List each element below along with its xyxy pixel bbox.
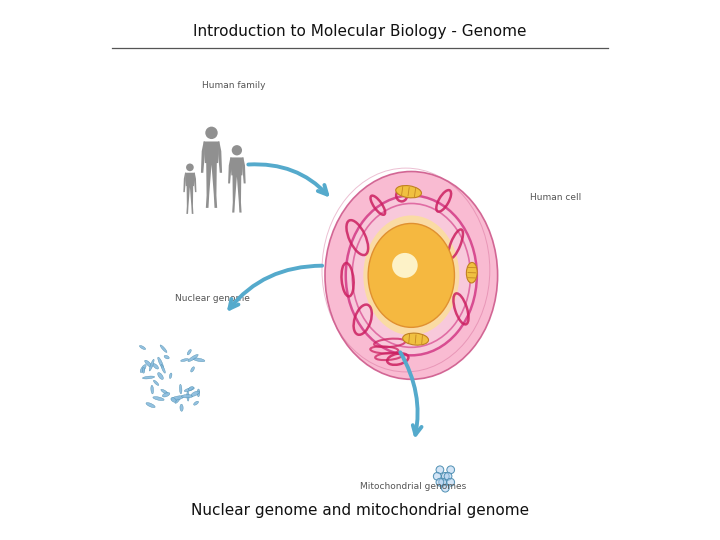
Ellipse shape	[153, 396, 164, 401]
Polygon shape	[228, 158, 231, 184]
Ellipse shape	[161, 364, 166, 373]
Ellipse shape	[325, 172, 498, 379]
Ellipse shape	[402, 333, 428, 345]
Ellipse shape	[364, 215, 459, 335]
Text: Introduction to Molecular Biology - Genome: Introduction to Molecular Biology - Geno…	[193, 24, 527, 39]
Circle shape	[441, 472, 449, 480]
Ellipse shape	[396, 186, 421, 198]
Ellipse shape	[191, 367, 194, 372]
Polygon shape	[201, 141, 205, 173]
Circle shape	[433, 472, 441, 480]
Circle shape	[436, 466, 444, 474]
Text: Mitochondrial genomes: Mitochondrial genomes	[360, 482, 467, 491]
Ellipse shape	[146, 403, 155, 408]
Ellipse shape	[153, 363, 158, 369]
Ellipse shape	[194, 401, 199, 405]
Ellipse shape	[184, 387, 194, 392]
Ellipse shape	[171, 396, 184, 400]
Ellipse shape	[142, 367, 145, 373]
Circle shape	[205, 126, 217, 139]
Ellipse shape	[175, 396, 181, 403]
FancyArrowPatch shape	[400, 352, 421, 435]
Ellipse shape	[189, 387, 194, 390]
Ellipse shape	[171, 397, 176, 402]
Ellipse shape	[160, 345, 167, 353]
FancyArrowPatch shape	[248, 164, 327, 194]
Ellipse shape	[162, 393, 170, 397]
Polygon shape	[184, 173, 186, 192]
Circle shape	[444, 472, 452, 480]
Ellipse shape	[368, 224, 454, 327]
Circle shape	[186, 164, 194, 171]
Ellipse shape	[187, 349, 192, 355]
Ellipse shape	[140, 346, 145, 349]
Ellipse shape	[158, 357, 163, 368]
Ellipse shape	[467, 262, 477, 283]
Ellipse shape	[161, 389, 168, 394]
Circle shape	[439, 478, 446, 486]
Ellipse shape	[181, 395, 193, 398]
Text: Human cell: Human cell	[530, 193, 581, 201]
Polygon shape	[243, 158, 246, 184]
Circle shape	[447, 478, 454, 486]
Ellipse shape	[392, 253, 418, 278]
Ellipse shape	[186, 391, 189, 401]
Ellipse shape	[140, 364, 146, 373]
Ellipse shape	[179, 384, 182, 394]
Text: Nuclear genome and mitochondrial genome: Nuclear genome and mitochondrial genome	[191, 503, 529, 518]
Ellipse shape	[197, 389, 199, 397]
Circle shape	[436, 478, 444, 486]
Ellipse shape	[188, 354, 198, 362]
Ellipse shape	[164, 355, 169, 359]
Polygon shape	[230, 158, 243, 213]
Polygon shape	[204, 141, 220, 208]
Ellipse shape	[158, 373, 163, 380]
Ellipse shape	[150, 385, 153, 394]
Text: Nuclear genome: Nuclear genome	[176, 294, 250, 303]
FancyArrowPatch shape	[230, 266, 322, 309]
Ellipse shape	[143, 376, 155, 379]
Ellipse shape	[180, 404, 183, 411]
Polygon shape	[185, 173, 194, 214]
Ellipse shape	[145, 360, 152, 367]
Ellipse shape	[169, 373, 172, 379]
Polygon shape	[218, 141, 222, 173]
Ellipse shape	[193, 358, 205, 362]
Ellipse shape	[346, 195, 477, 355]
Circle shape	[447, 466, 454, 474]
Text: Human family: Human family	[202, 81, 266, 90]
Circle shape	[232, 145, 242, 156]
Ellipse shape	[191, 391, 199, 396]
Circle shape	[441, 484, 449, 492]
Ellipse shape	[149, 359, 154, 371]
Ellipse shape	[181, 359, 189, 361]
Ellipse shape	[153, 380, 159, 386]
Polygon shape	[194, 173, 197, 192]
